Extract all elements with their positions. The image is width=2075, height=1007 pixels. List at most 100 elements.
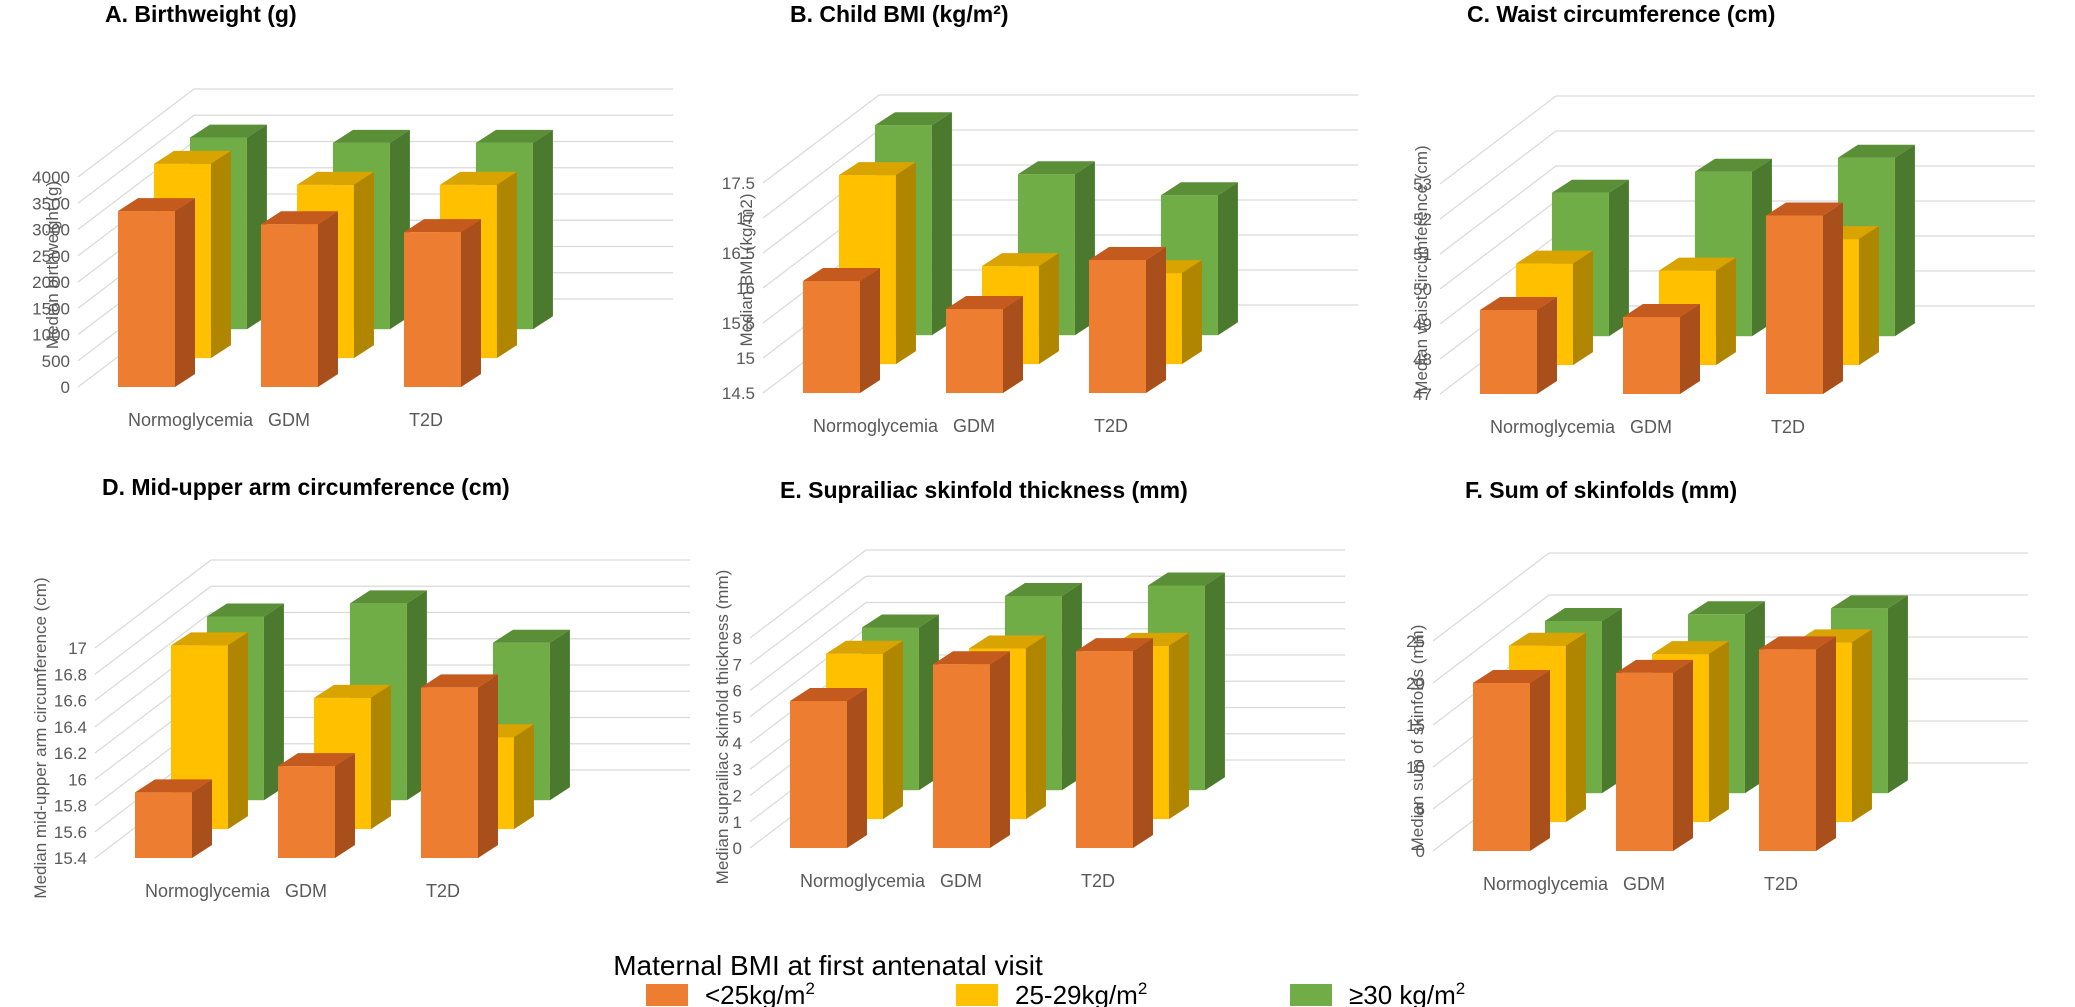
bar-front [933,664,990,848]
bar-side [513,724,534,830]
bar-front [1089,260,1146,393]
y-tick-label: 15.5 [722,314,755,333]
bar-side [1181,260,1202,365]
y-tick-label: 51 [1413,245,1432,264]
gridline-diagonal [749,602,867,691]
panel-a: A. Birthweight (g) 0 500 1000 1500 2000 2500 30… [32,1,673,430]
bar-side [1887,595,1908,794]
bar-top [296,171,374,185]
legend: Maternal BMI at first antenatal visit <2… [613,950,1465,1007]
bar-top [349,590,427,604]
y-tick-label: 10 [1406,758,1425,777]
bar-top [278,753,355,767]
bar-side [175,198,195,387]
y-tick-label: 8 [733,629,742,648]
bar-top [1147,572,1225,586]
bar-25kg-m2-t2d [404,219,481,387]
bar-top [135,779,212,793]
y-tick-label: 48 [1413,350,1432,369]
y-tick-label: 17 [68,639,87,658]
y-tick-label: 15.4 [54,849,87,868]
bar-side [496,171,517,359]
bar-front [1480,310,1537,394]
y-tick-label: 0 [1416,842,1425,861]
bar-top [790,688,867,701]
y-axis-label: Median suprailiac skinfold thickness (mm… [713,570,732,885]
bar-top [838,162,916,176]
bar-front [803,281,860,393]
gridline-diagonal [1439,130,1557,220]
bar-25kg-m2-t2d [1076,638,1153,848]
bar-side [1025,635,1046,820]
bar-top [1551,179,1629,193]
bar-front [118,211,175,387]
bar-25kg-m2-gdm [1623,304,1700,394]
bar-front [1076,651,1133,848]
bar-side [532,129,553,330]
gridline-diagonal [1439,165,1557,255]
bar-side [931,112,952,336]
bar-side [549,629,570,801]
bar-top [861,614,939,628]
bar-top [946,296,1023,309]
bar-front [1623,317,1680,394]
bar-side [1673,659,1693,851]
bar-top [1480,297,1557,310]
y-tick-label: 2 [733,787,742,806]
bar-side [263,603,284,801]
bar-front [1759,649,1816,851]
y-tick-label: 50 [1413,280,1432,299]
bar-top [332,129,410,143]
y-tick-label: 0 [733,839,742,858]
bar-top [170,632,248,646]
category-label-t2d: T2D [426,881,460,901]
bar-side [1530,670,1550,851]
category-label-normoglycemia: Normoglycemia [1490,417,1616,437]
y-tick-label: 14.5 [722,384,755,403]
bar-front [278,766,335,858]
y-tick-label: 16.4 [54,718,87,737]
y-tick-label: 15 [736,349,755,368]
bar-top [1076,638,1153,652]
bar-top [1837,144,1915,158]
bar-top [981,253,1059,267]
legend-swatch-gold [956,984,998,1006]
category-label-normoglycemia: Normoglycemia [128,410,254,430]
gridline-diagonal [94,559,212,649]
bar-top [1694,158,1772,172]
bar-front [946,309,1003,393]
bar-side [370,684,391,830]
y-tick-label: 7 [733,655,742,674]
y-tick-label: 4 [733,734,742,753]
bar-side [1038,253,1059,365]
bar-top [1616,659,1693,673]
legend-label-30-plus: ≥30 kg/m2 [1349,979,1465,1007]
bar-top [1160,182,1238,196]
bar-top [1089,247,1166,260]
category-label-gdm: GDM [940,871,982,891]
category-label-normoglycemia: Normoglycemia [1483,874,1609,894]
category-label-normoglycemia: Normoglycemia [800,871,926,891]
y-tick-label: 5 [733,708,742,727]
category-label-normoglycemia: Normoglycemia [145,881,271,901]
category-label-t2d: T2D [1771,417,1805,437]
category-label-normoglycemia: Normoglycemia [813,416,939,436]
gridline-diagonal [1439,200,1557,290]
bar-top [1473,670,1550,683]
y-tick-label: 53 [1413,175,1432,194]
bar-top [968,635,1046,649]
bar-side [860,268,880,393]
y-axis-label: Median birthweight (g) [43,181,62,349]
bar-side [1851,629,1872,823]
bar-side [1204,572,1225,791]
bar-top [933,651,1010,665]
panel-title: B. Child BMI (kg/m²) [790,1,1008,27]
category-label-gdm: GDM [1623,874,1665,894]
y-tick-label: 16 [68,770,87,789]
y-tick-label: 1500 [32,299,70,318]
bar-side [1572,250,1593,366]
bar-side [1003,296,1023,393]
y-tick-label: 17 [736,209,755,228]
bar-side [882,640,903,820]
gridline-diagonal [762,94,880,184]
